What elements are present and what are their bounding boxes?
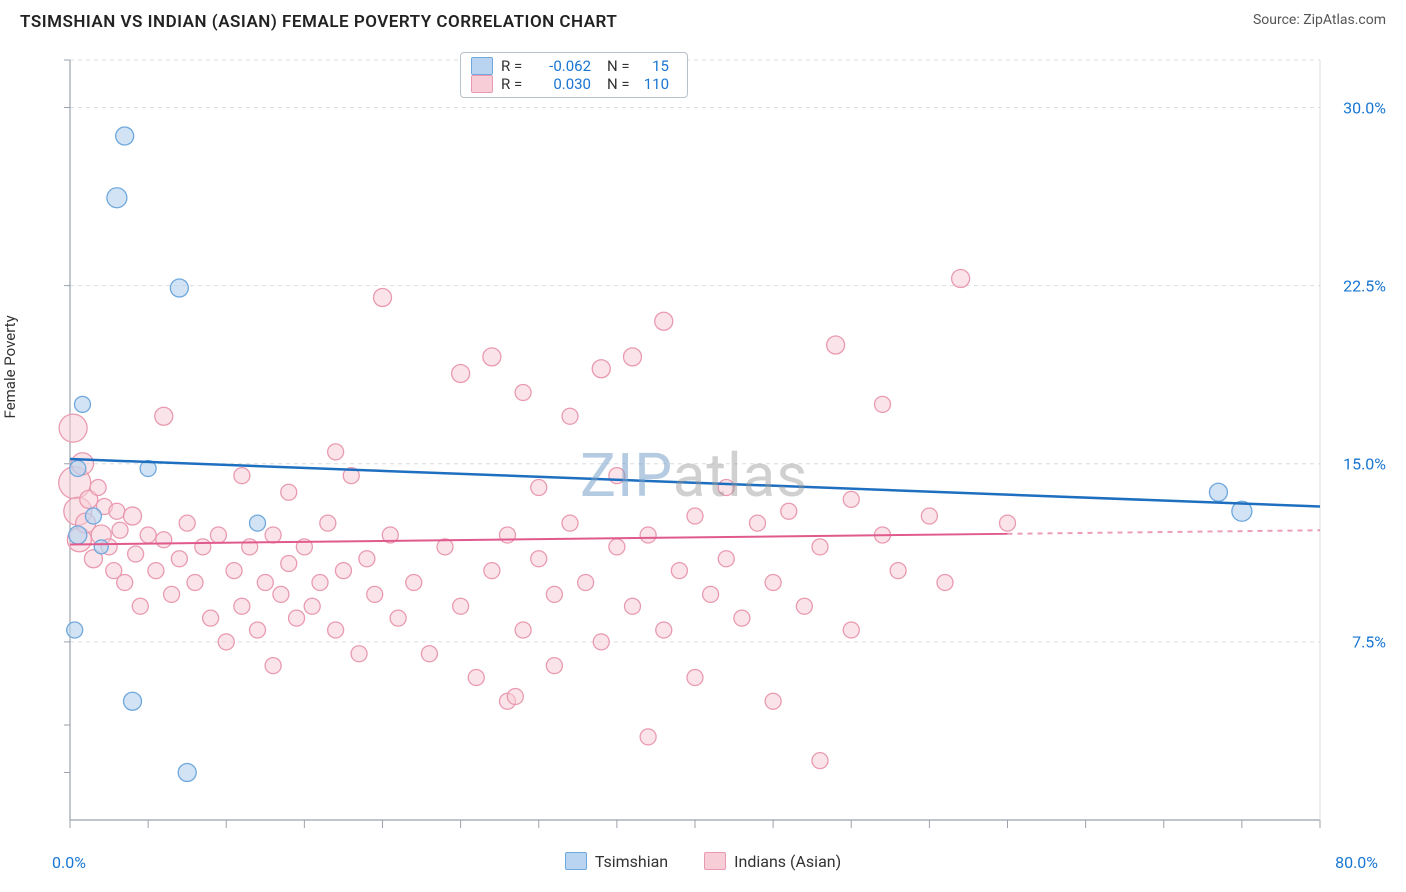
- y-tick-label: 7.5%: [1352, 632, 1386, 651]
- legend-n-key: N =: [607, 75, 633, 93]
- legend-n-value: 15: [641, 57, 677, 75]
- y-tick-label: 30.0%: [1343, 98, 1386, 117]
- legend-n-value: 110: [641, 75, 677, 93]
- legend-correlation-box: R = -0.062 N = 15 R = 0.030 N = 110: [460, 52, 688, 98]
- legend-series-box: Tsimshian Indians (Asian): [20, 852, 1386, 875]
- chart-container: Female Poverty R =-0.062N =15R =0.030N =…: [20, 50, 1386, 872]
- legend-r-key: R =: [501, 75, 527, 93]
- legend-swatch: [471, 57, 493, 75]
- legend-swatch: [704, 852, 726, 870]
- source-prefix: Source:: [1253, 12, 1303, 28]
- legend-correlation-row: R = -0.062 N = 15: [471, 57, 677, 75]
- legend-r-value: 0.030: [535, 75, 599, 93]
- y-axis-label: Female Poverty: [1, 315, 19, 418]
- source-label: Source: ZipAtlas.com: [1253, 12, 1386, 28]
- source-name: ZipAtlas.com: [1303, 12, 1386, 28]
- legend-series-label: Tsimshian: [595, 852, 668, 871]
- legend-r-key: R =: [501, 57, 527, 75]
- legend-swatch: [565, 852, 587, 870]
- legend-r-value: -0.062: [535, 57, 599, 75]
- y-tick-label: 15.0%: [1343, 454, 1386, 473]
- legend-series-item: Tsimshian: [565, 852, 668, 871]
- legend-correlation-row: R = 0.030 N = 110: [471, 75, 677, 93]
- legend-series-item: Indians (Asian): [704, 852, 841, 871]
- y-tick-label: 22.5%: [1343, 276, 1386, 295]
- scatter-chart: [20, 50, 1386, 872]
- legend-n-key: N =: [607, 57, 633, 75]
- chart-title: TSIMSHIAN VS INDIAN (ASIAN) FEMALE POVER…: [20, 12, 617, 32]
- legend-swatch: [471, 75, 493, 93]
- legend-series-label: Indians (Asian): [734, 852, 841, 871]
